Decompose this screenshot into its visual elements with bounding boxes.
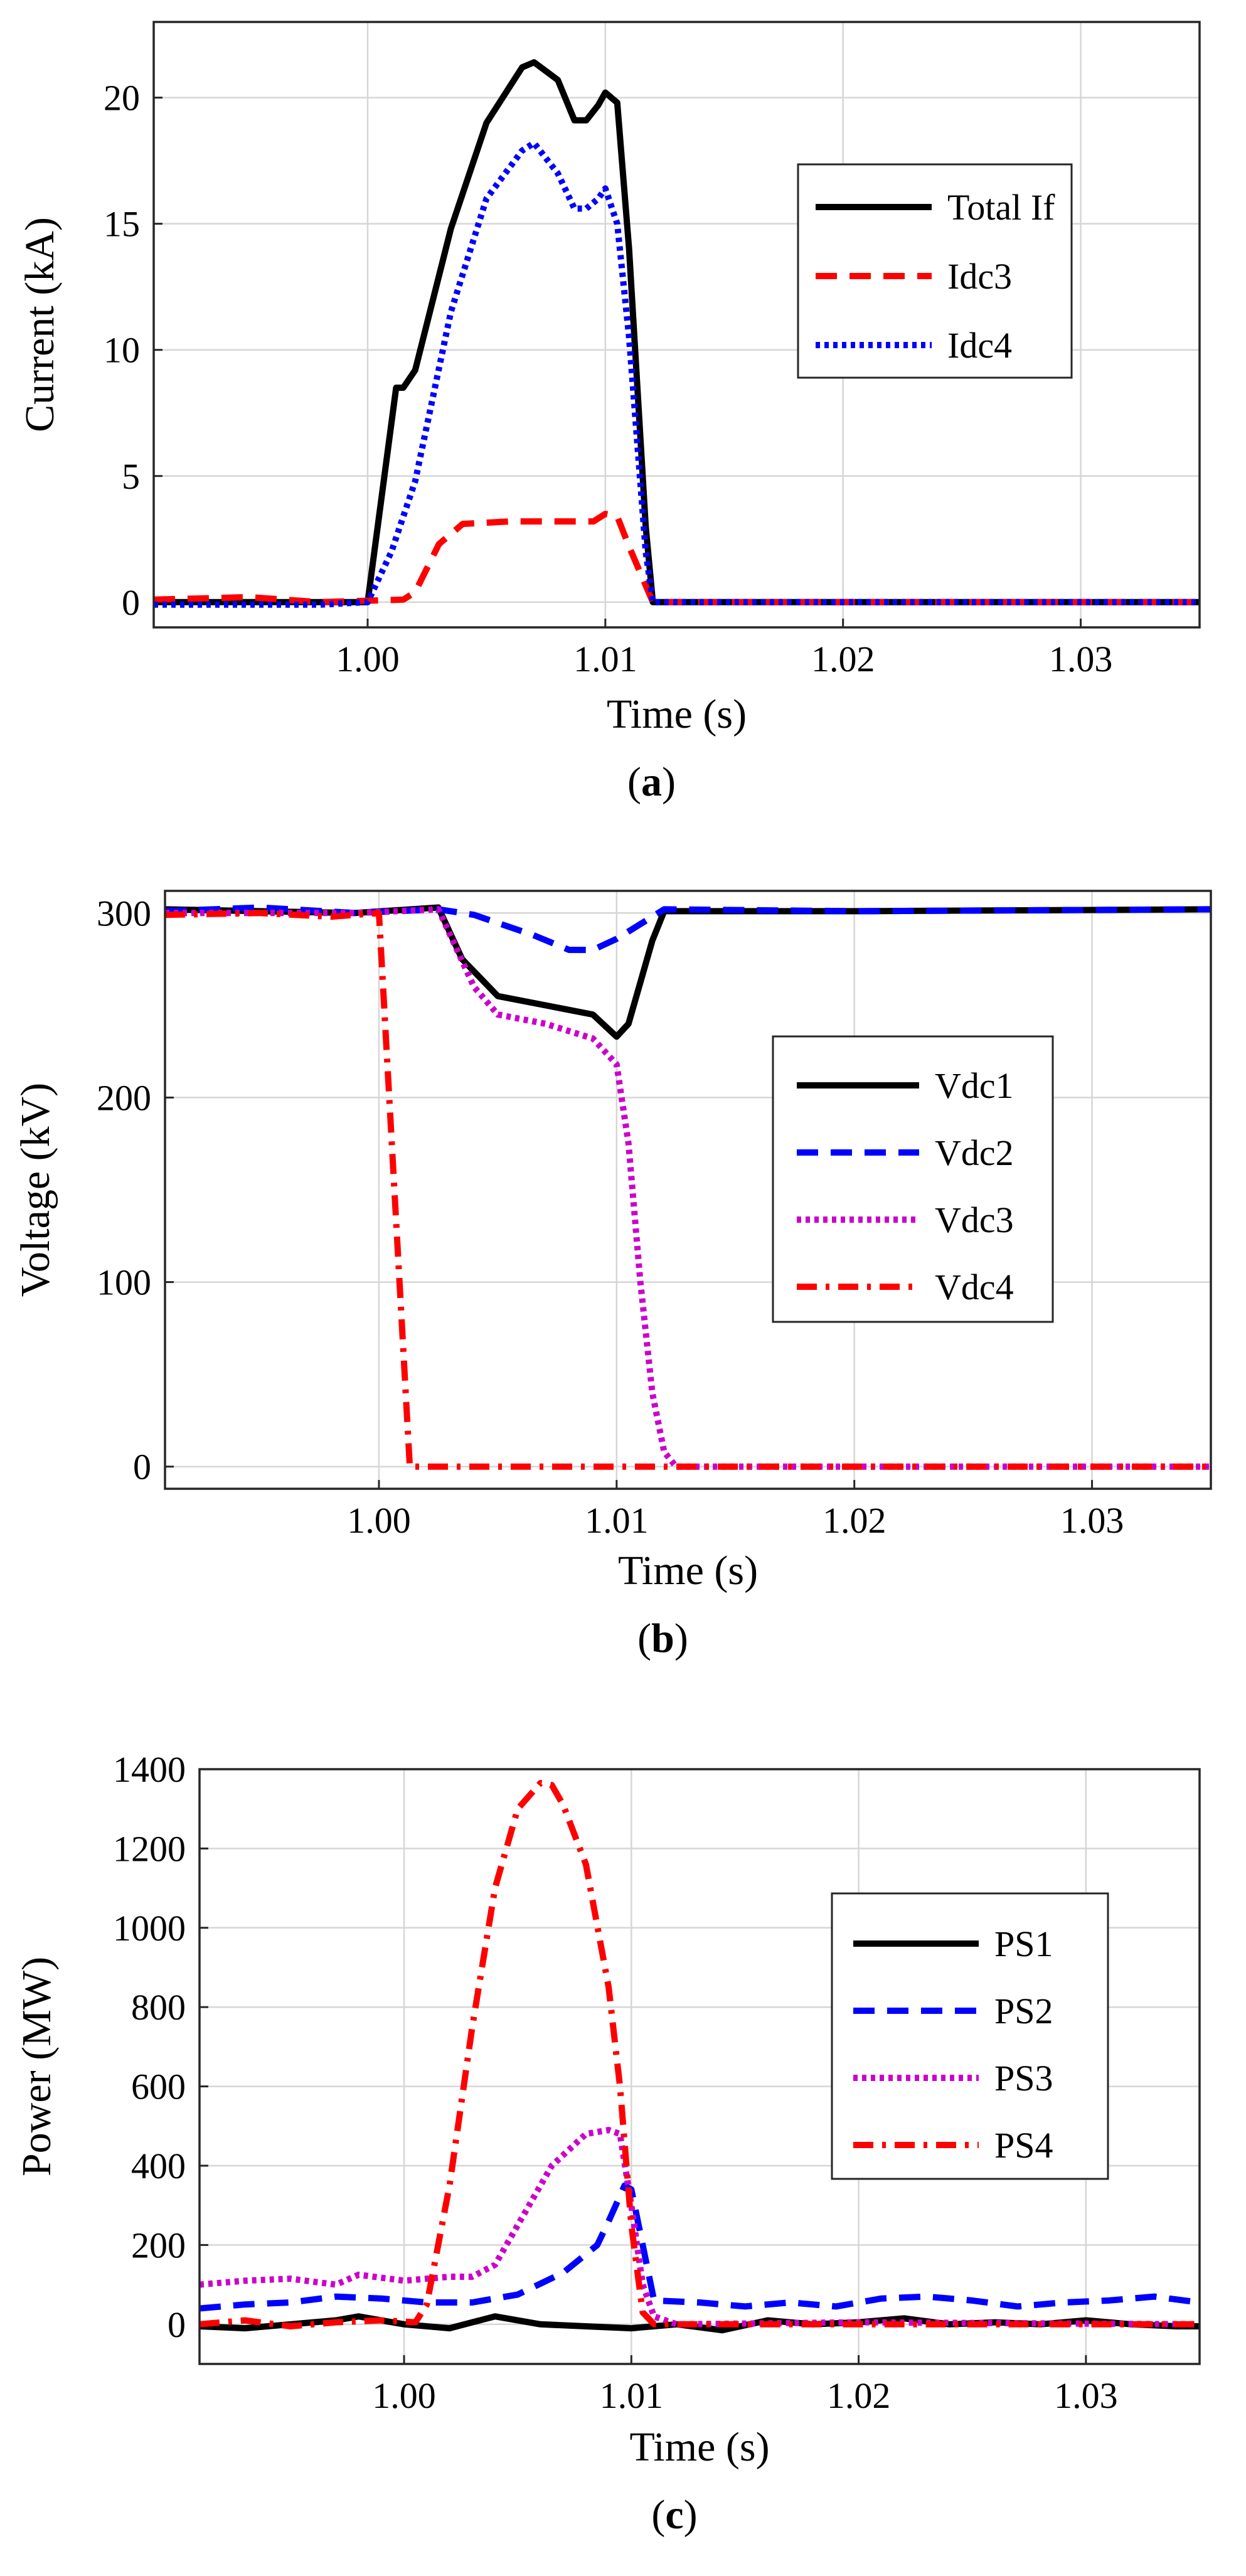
panel-a-axes-frame bbox=[152, 21, 1201, 629]
x-tick-label: 1.03 bbox=[1054, 2375, 1118, 2416]
panel-a-y-axis-label: Current (kA) bbox=[17, 217, 63, 432]
legend-label: Vdc4 bbox=[935, 1267, 1014, 1307]
legend-box bbox=[831, 1892, 1109, 2180]
panel-c-series-ps1 bbox=[200, 2313, 1200, 2334]
x-tick-label: 1.01 bbox=[585, 1500, 649, 1541]
y-tick-label: 1000 bbox=[113, 1908, 186, 1949]
x-tick-label: 1.02 bbox=[827, 2375, 891, 2416]
y-tick-label: 600 bbox=[131, 2067, 186, 2107]
y-tick-label: 1400 bbox=[113, 1749, 186, 1790]
y-tick-label: 0 bbox=[133, 1447, 151, 1488]
y-tick-label: 100 bbox=[97, 1262, 151, 1303]
x-tick-label: 1.01 bbox=[600, 2375, 664, 2416]
x-tick-label: 1.01 bbox=[573, 639, 637, 679]
panel-b-series-vdc3 bbox=[165, 906, 1211, 1470]
legend-label: Total If bbox=[947, 187, 1055, 228]
panel-b-x-axis-label: Time (s) bbox=[618, 1548, 758, 1594]
panel-b-series-vdc2 bbox=[165, 904, 1211, 954]
panel-a-current-chart: 1.00 1.01 1.02 1.03 0 5 10 15 20 Total If Idc3 Idc4… bbox=[17, 21, 1201, 805]
panel-c-axes-frame bbox=[198, 1768, 1201, 2365]
y-tick-label: 15 bbox=[104, 204, 140, 245]
y-tick-label: 300 bbox=[97, 893, 151, 934]
y-tick-label: 200 bbox=[97, 1077, 151, 1118]
y-tick-label: 400 bbox=[131, 2146, 186, 2186]
panel-c-series-ps3 bbox=[200, 2127, 1200, 2328]
panel-a-x-axis-label: Time (s) bbox=[607, 691, 747, 737]
legend-label: Idc3 bbox=[947, 256, 1012, 297]
panel-a-caption: (a) bbox=[627, 759, 676, 805]
y-tick-label: 0 bbox=[122, 582, 140, 623]
panel-a-series-total-if bbox=[154, 59, 1200, 605]
panel-a-series-idc4 bbox=[154, 140, 1200, 608]
legend-label: PS1 bbox=[994, 1924, 1053, 1964]
panel-c-legend: PS1 PS2 PS3 PS4 bbox=[831, 1892, 1109, 2180]
panel-b-grid bbox=[165, 891, 1211, 1489]
legend-label: Idc4 bbox=[947, 325, 1012, 366]
panel-c-series-ps4 bbox=[200, 1780, 1200, 2329]
x-tick-label: 1.03 bbox=[1049, 639, 1113, 679]
panel-a-series-idc3 bbox=[154, 511, 1200, 605]
y-tick-label: 1200 bbox=[113, 1828, 186, 1869]
legend-label: PS4 bbox=[994, 2125, 1053, 2166]
y-tick-label: 800 bbox=[131, 1987, 186, 2028]
y-tick-label: 20 bbox=[104, 78, 140, 119]
panel-c-y-axis-label: Power (MW) bbox=[14, 1957, 60, 2176]
panel-a-legend: Total If Idc3 Idc4 bbox=[797, 163, 1073, 379]
x-tick-label: 1.02 bbox=[811, 639, 875, 679]
panel-b-axes-frame bbox=[164, 890, 1212, 1490]
panel-b-y-axis-label: Voltage (kV) bbox=[13, 1083, 58, 1297]
legend-label: Vdc2 bbox=[935, 1132, 1014, 1173]
x-tick-label: 1.02 bbox=[823, 1500, 887, 1541]
x-tick-label: 1.00 bbox=[336, 639, 400, 679]
x-tick-label: 1.00 bbox=[372, 2375, 436, 2416]
x-tick-label: 1.03 bbox=[1060, 1500, 1124, 1541]
panel-b-series-vdc1 bbox=[165, 904, 1211, 1040]
panel-c-power-chart: 1.00 1.01 1.02 1.03 0 200 400 600 800 1000 1200 140… bbox=[14, 1749, 1201, 2538]
y-tick-label: 0 bbox=[168, 2304, 186, 2345]
panel-b-legend: Vdc1 Vdc2 Vdc3 Vdc4 bbox=[772, 1035, 1054, 1323]
panel-c-x-axis-label: Time (s) bbox=[629, 2424, 769, 2470]
legend-label: Vdc1 bbox=[935, 1065, 1014, 1106]
y-tick-label: 10 bbox=[104, 330, 140, 371]
legend-label: Vdc3 bbox=[935, 1200, 1014, 1240]
y-tick-label: 5 bbox=[122, 456, 140, 497]
panel-b-caption: (b) bbox=[637, 1615, 688, 1661]
panel-b-voltage-chart: 1.00 1.01 1.02 1.030100200300Vdc1Vdc2Vdc3Vd… bbox=[13, 890, 1212, 1661]
legend-label: PS3 bbox=[994, 2058, 1053, 2099]
legend-label: PS2 bbox=[994, 1991, 1053, 2031]
panel-b-series-vdc4 bbox=[165, 910, 1211, 1470]
y-tick-label: 200 bbox=[131, 2225, 186, 2265]
panel-c-series-ps2 bbox=[200, 2182, 1200, 2312]
panel-c-caption: (c) bbox=[651, 2492, 697, 2538]
x-tick-label: 1.00 bbox=[347, 1500, 411, 1541]
